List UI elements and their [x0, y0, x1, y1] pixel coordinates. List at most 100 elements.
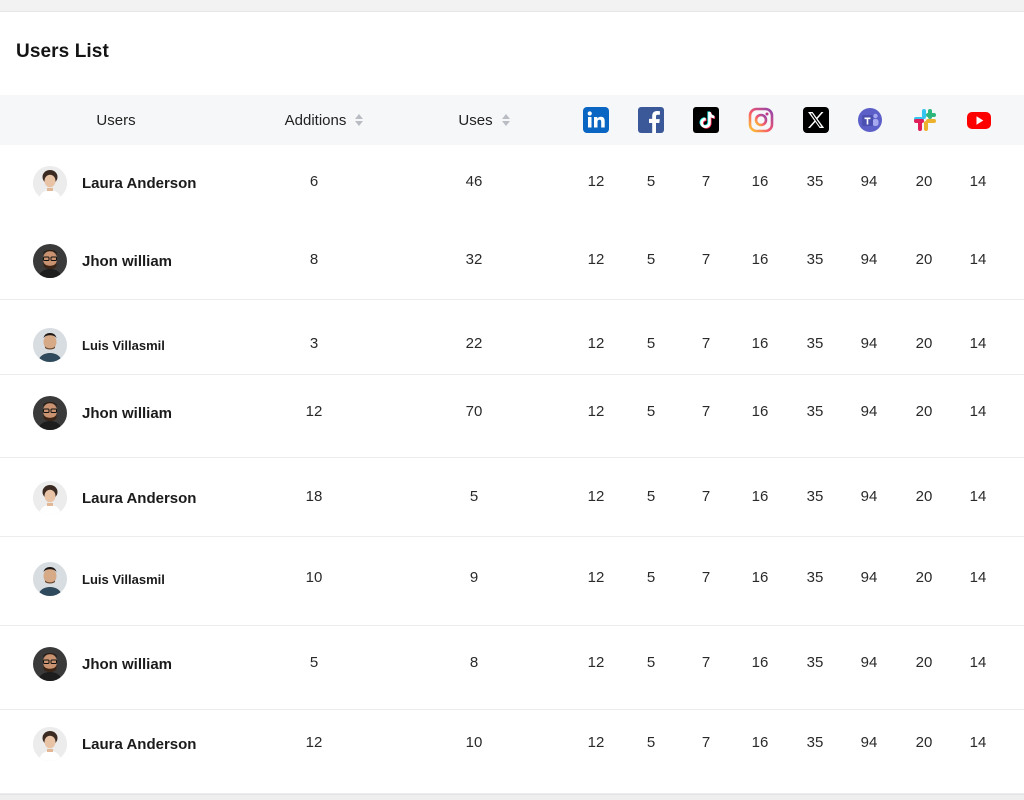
column-header-additions-label: Additions: [284, 111, 347, 129]
user-name: Jhon william: [82, 404, 173, 422]
column-header-users-label: Users: [96, 111, 136, 129]
table-row[interactable]: Jhon william 8 32 12 5 7 16 35 94 20 14: [0, 223, 1024, 300]
teams-count: 94: [860, 654, 878, 671]
user-cell[interactable]: Jhon william: [33, 396, 172, 430]
user-name: Jhon william: [82, 655, 173, 673]
tiktok-count: 7: [701, 654, 711, 671]
additions-value: 3: [309, 335, 319, 352]
facebook-count: 5: [646, 569, 656, 586]
slack-count: 20: [915, 335, 933, 352]
user-cell[interactable]: Laura Anderson: [33, 727, 196, 761]
slack-count: 20: [915, 569, 933, 586]
x-count: 35: [806, 734, 824, 751]
column-header-uses[interactable]: Uses: [424, 95, 544, 145]
youtube-count: 14: [969, 654, 987, 671]
facebook-count: 5: [646, 173, 656, 190]
x-count: 35: [806, 335, 824, 352]
youtube-count: 14: [969, 403, 987, 420]
x-count: 35: [806, 654, 824, 671]
instagram-count: 16: [751, 569, 769, 586]
user-cell[interactable]: Laura Anderson: [33, 166, 196, 200]
table-row[interactable]: Jhon william 12 70 12 5 7 16 35 94 20 14: [0, 375, 1024, 458]
facebook-count: 5: [646, 734, 656, 751]
x-count: 35: [806, 403, 824, 420]
facebook-count: 5: [646, 335, 656, 352]
user-cell[interactable]: Jhon william: [33, 647, 172, 681]
teams-count: 94: [860, 173, 878, 190]
facebook-icon[interactable]: [638, 107, 664, 133]
table-row[interactable]: Laura Anderson 18 5 12 5 7 16 35 94 20 14: [0, 458, 1024, 537]
teams-icon[interactable]: [857, 107, 883, 133]
teams-count: 94: [860, 251, 878, 268]
avatar: [33, 396, 67, 430]
avatar: [33, 647, 67, 681]
table-header: Users Additions Uses: [0, 95, 1024, 145]
x-count: 35: [806, 251, 824, 268]
linkedin-icon[interactable]: [583, 107, 609, 133]
facebook-count: 5: [646, 403, 656, 420]
linkedin-count: 12: [587, 569, 605, 586]
user-name: Jhon william: [82, 252, 173, 270]
user-cell[interactable]: Laura Anderson: [33, 481, 196, 515]
instagram-count: 16: [751, 173, 769, 190]
youtube-count: 14: [969, 335, 987, 352]
uses-value: 22: [465, 335, 483, 352]
bottom-strip: [0, 794, 1024, 800]
table-row[interactable]: Laura Anderson 6 46 12 5 7 16 35 94 20 14: [0, 145, 1024, 223]
slack-count: 20: [915, 734, 933, 751]
user-cell[interactable]: Luis Villasmil: [33, 328, 165, 362]
instagram-count: 16: [751, 734, 769, 751]
table-row[interactable]: Luis Villasmil 10 9 12 5 7 16 35 94 20 14: [0, 537, 1024, 626]
avatar: [33, 481, 67, 515]
instagram-count: 16: [751, 335, 769, 352]
uses-value: 5: [469, 488, 479, 505]
youtube-count: 14: [969, 251, 987, 268]
teams-count: 94: [860, 734, 878, 751]
column-header-additions[interactable]: Additions: [254, 95, 394, 145]
user-name: Laura Anderson: [82, 489, 197, 507]
table-row[interactable]: Laura Anderson 12 10 12 5 7 16 35 94 20 14: [0, 710, 1024, 794]
table-row[interactable]: Jhon william 5 8 12 5 7 16 35 94 20 14: [0, 626, 1024, 710]
linkedin-count: 12: [587, 403, 605, 420]
additions-value: 8: [309, 251, 319, 268]
facebook-count: 5: [646, 654, 656, 671]
tiktok-count: 7: [701, 569, 711, 586]
avatar: [33, 166, 67, 200]
tiktok-count: 7: [701, 251, 711, 268]
uses-value: 9: [469, 569, 479, 586]
instagram-count: 16: [751, 403, 769, 420]
x-count: 35: [806, 569, 824, 586]
tiktok-icon[interactable]: [693, 107, 719, 133]
teams-count: 94: [860, 335, 878, 352]
additions-value: 12: [305, 403, 323, 420]
x-icon[interactable]: [803, 107, 829, 133]
linkedin-count: 12: [587, 251, 605, 268]
table-row[interactable]: Luis Villasmil 3 22 12 5 7 16 35 94 20 14: [0, 300, 1024, 375]
youtube-count: 14: [969, 569, 987, 586]
additions-value: 6: [309, 173, 319, 190]
youtube-icon[interactable]: [966, 107, 992, 133]
facebook-count: 5: [646, 251, 656, 268]
user-name: Laura Anderson: [82, 735, 197, 753]
sort-icon[interactable]: [355, 113, 364, 127]
user-name: Luis Villasmil: [82, 337, 165, 353]
instagram-icon[interactable]: [748, 107, 774, 133]
user-cell[interactable]: Jhon william: [33, 244, 172, 278]
column-header-users[interactable]: Users: [56, 95, 176, 145]
user-cell[interactable]: Luis Villasmil: [33, 562, 165, 596]
instagram-count: 16: [751, 654, 769, 671]
slack-count: 20: [915, 488, 933, 505]
additions-value: 5: [309, 654, 319, 671]
top-strip: [0, 0, 1024, 12]
tiktok-count: 7: [701, 403, 711, 420]
slack-count: 20: [915, 173, 933, 190]
linkedin-count: 12: [587, 654, 605, 671]
slack-icon[interactable]: [912, 107, 938, 133]
column-header-uses-label: Uses: [458, 111, 493, 129]
uses-value: 46: [465, 173, 483, 190]
instagram-count: 16: [751, 488, 769, 505]
avatar: [33, 244, 67, 278]
sort-icon[interactable]: [501, 113, 510, 127]
uses-value: 10: [465, 734, 483, 751]
uses-value: 32: [465, 251, 483, 268]
